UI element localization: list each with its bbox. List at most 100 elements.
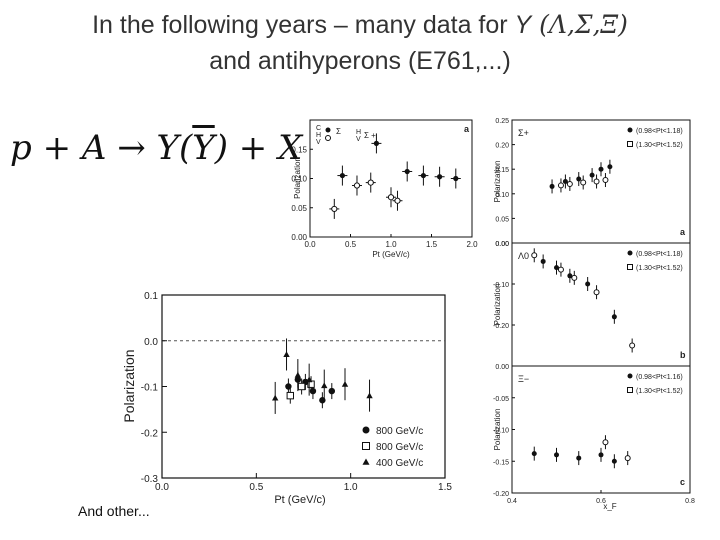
- plot-right-frame-2: [511, 365, 691, 494]
- plot-b-ytick-label: -0.2: [141, 428, 159, 439]
- plot-b-point: [294, 371, 302, 378]
- slide-title-line1: In the following years – many data for Y…: [0, 10, 720, 40]
- plot-right-legend-marker: [627, 264, 633, 270]
- plot-right-xtick-label: 0.8: [685, 498, 695, 505]
- plot-right-ylabel: Polarization: [493, 409, 502, 451]
- plot-right-legend-label: (1.30<Pt<1.52): [636, 265, 683, 272]
- plot-right-point: [611, 314, 617, 320]
- plot-right-point: [624, 455, 631, 462]
- plot-b-point: [328, 387, 335, 395]
- plot-right-legend-label: (1.30<Pt<1.52): [636, 142, 683, 149]
- plot-b-ytick-label: -0.3: [141, 474, 159, 485]
- plot-right-xlabel: x_F: [603, 502, 616, 511]
- plot-b-legend-marker: [362, 458, 370, 465]
- plot-a-point: [394, 197, 401, 204]
- plot-right-ylabel: Polarization: [493, 284, 502, 326]
- plot-right-legend-label: (1.30<Pt<1.52): [636, 388, 683, 395]
- title-particles: (Λ,Σ,Ξ): [531, 10, 628, 39]
- plot-a-point: [353, 182, 361, 189]
- plot-b-ytick-label: 0.0: [144, 337, 158, 348]
- plot-a-legend-entry: Σ: [336, 127, 341, 136]
- plot-b-point: [341, 381, 349, 387]
- plot-right-point: [598, 452, 604, 458]
- plot-a-legend-entry: V: [356, 136, 361, 143]
- plot-right-ytick-label: 0.00: [495, 241, 509, 248]
- plot-right-point: [531, 451, 537, 457]
- plot-right-point: [571, 274, 578, 281]
- plot-right-ytick-label: 0.20: [495, 143, 509, 150]
- plot-a-point: [404, 168, 410, 175]
- plot-b-legend-label: 800 GeV/c: [376, 442, 423, 453]
- plot-right-legend-label: (0.98<Pt<1.18): [636, 251, 683, 258]
- plot-b-xtick-label: 1.0: [344, 482, 358, 493]
- plot-a-point: [437, 174, 443, 180]
- plot-right-point: [566, 180, 573, 187]
- plot-right-point: [629, 342, 636, 349]
- plot-b-point: [286, 391, 294, 400]
- plot-b-legend-marker: [362, 426, 370, 434]
- plot-a-xtick-label: 1.5: [426, 240, 438, 249]
- plot-b-point: [366, 392, 373, 399]
- plot-b-point: [305, 376, 313, 383]
- plot-right-ytick-label: 0.00: [495, 364, 509, 371]
- plot-right-point: [531, 252, 538, 259]
- plot-a-panel-label: a: [464, 124, 470, 134]
- plot-b-legend-label: 800 GeV/c: [376, 426, 423, 437]
- plot-a-point: [373, 140, 380, 146]
- plot-a-point: [331, 205, 338, 213]
- plot-a-ytick-label: 0.00: [291, 233, 307, 242]
- plot-a-ytick-label: 0.05: [291, 204, 307, 213]
- plot-right-panel-tag: b: [680, 350, 686, 360]
- plot-b-ytick-label: 0.1: [144, 291, 158, 302]
- plot-right-point: [580, 179, 587, 186]
- plot-a-ytick-label: 0.10: [291, 175, 307, 184]
- plot-a-ytick-label: 0.15: [291, 145, 307, 154]
- plot-a-point: [387, 194, 395, 201]
- plot-right-point: [554, 265, 559, 271]
- plot-b-xtick-label: 1.5: [438, 482, 452, 493]
- plot-right-frame-1: [511, 242, 691, 367]
- plot-a-point: [339, 172, 345, 179]
- slide-title-line2: and antihyperons (E761,...): [209, 47, 511, 75]
- plot-a-xlabel: Pt (GeV/c): [372, 250, 410, 259]
- plot-right-point: [557, 266, 564, 273]
- plot-right-xtick-label: 0.4: [507, 498, 517, 505]
- footer-note: And other...: [78, 503, 150, 519]
- plot-a-legend-marker: [325, 135, 331, 141]
- plot-right-point: [549, 183, 555, 189]
- plot-right-panel-tag: a: [680, 227, 686, 237]
- plot-b-point: [297, 382, 306, 391]
- plot-right-point: [593, 289, 600, 296]
- plot-right-legend-marker: [627, 250, 633, 256]
- plot-b-xtick-label: 0.0: [155, 482, 169, 493]
- plot-right-ytick-label: 0.10: [495, 192, 509, 199]
- equation-Y: Y(: [156, 128, 193, 168]
- plot-a-legend-entry: H: [316, 132, 321, 139]
- plot-right-point: [607, 164, 613, 170]
- plot-right-point: [576, 455, 582, 461]
- plot-right-point: [611, 458, 617, 464]
- plot-right-ytick-label: -0.05: [493, 396, 509, 403]
- plot-b-ytick-label: -0.1: [141, 383, 159, 394]
- plot-right-ytick-label: 0.15: [495, 167, 509, 174]
- plot-right-ytick-label: -0.15: [493, 459, 509, 466]
- plot-right-ytick-label: -0.20: [493, 491, 509, 498]
- plot-a-legend-entry: Σ +: [364, 131, 376, 140]
- plot-a-legend-marker: [325, 127, 331, 133]
- equation-Ybar: Y: [192, 128, 215, 168]
- plot-right-ytick-label: -0.10: [493, 282, 509, 289]
- plot-right-ylabel: Polarization: [493, 161, 502, 203]
- plot-a-point: [453, 175, 459, 182]
- plot-a-legend-entry: H: [356, 129, 361, 136]
- plot-right-panel-symbol: Ξ−: [518, 374, 529, 384]
- plot-b-xtick-label: 0.5: [249, 482, 263, 493]
- plot-right-point: [593, 178, 600, 185]
- plot-a-xtick-label: 2.0: [466, 240, 478, 249]
- plot-right-panel-symbol: Σ+: [518, 128, 529, 138]
- plot-b-point: [272, 394, 279, 401]
- plot-right-point: [602, 177, 609, 184]
- plot-right-legend-label: (0.98<Pt<1.16): [636, 374, 683, 381]
- plot-b-xlabel: Pt (GeV/c): [274, 494, 325, 506]
- reaction-equation: p + A → Y(Y) + X: [10, 128, 302, 168]
- plot-right-point: [576, 176, 582, 182]
